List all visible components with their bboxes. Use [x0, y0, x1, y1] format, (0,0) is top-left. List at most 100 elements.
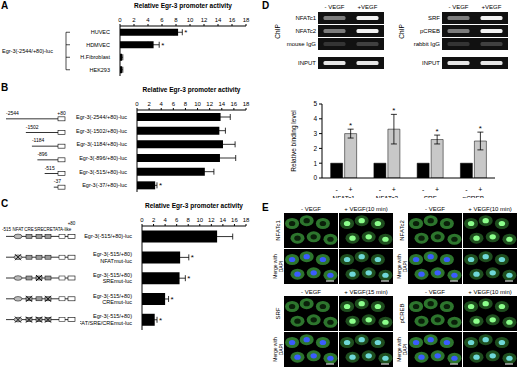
svg-text:NFATc2: NFATc2	[295, 28, 316, 34]
svg-text:16: 16	[231, 101, 238, 107]
svg-text:-: -	[335, 186, 338, 193]
svg-text:2: 2	[147, 101, 151, 107]
svg-text:SRF: SRF	[428, 15, 440, 21]
svg-text:Merge withDAPI: Merge withDAPI	[396, 254, 408, 279]
svg-text:*: *	[159, 181, 162, 190]
svg-text:-: -	[465, 186, 468, 193]
svg-text:*: *	[392, 106, 395, 115]
svg-text:+ VEGF(15 min): + VEGF(15 min)	[344, 289, 388, 295]
svg-text:14: 14	[220, 217, 227, 223]
svg-text:-896: -896	[37, 151, 47, 157]
svg-text:Merge withDAPI: Merge withDAPI	[272, 337, 284, 362]
svg-text:HEK293: HEK293	[90, 67, 111, 73]
svg-text:+VEGF: +VEGF	[358, 4, 378, 10]
svg-text:ChIP: ChIP	[274, 24, 281, 38]
svg-text:INPUT: INPUT	[298, 60, 316, 66]
svg-text:12: 12	[201, 17, 208, 23]
svg-text:rabbit IgG: rabbit IgG	[414, 41, 441, 47]
svg-text:+80: +80	[68, 221, 76, 226]
svg-text:Egr-3(-515/+80)-luc: Egr-3(-515/+80)-luc	[84, 233, 132, 239]
svg-text:*: *	[171, 295, 174, 304]
svg-text:-: -	[379, 186, 382, 193]
svg-text:CRE: CRE	[24, 227, 34, 232]
svg-text:8: 8	[187, 217, 191, 223]
svg-text:+ VEGF(10 min): + VEGF(10 min)	[468, 206, 512, 212]
svg-text:Relative binding level: Relative binding level	[290, 110, 298, 172]
svg-text:- VEGF: - VEGF	[425, 289, 445, 295]
svg-text:NFATc1: NFATc1	[275, 220, 281, 241]
svg-text:- VEGF: - VEGF	[324, 4, 344, 10]
svg-text:6: 6	[160, 17, 164, 23]
svg-text:4: 4	[160, 101, 164, 107]
svg-text:8: 8	[174, 17, 178, 23]
svg-text:-1502: -1502	[26, 124, 39, 130]
svg-text:SRF: SRF	[275, 307, 281, 319]
svg-text:pCREB: pCREB	[420, 28, 440, 34]
svg-text:Egr-3(-2544/+80)-luc: Egr-3(-2544/+80)-luc	[2, 48, 53, 54]
svg-text:HUVEC: HUVEC	[91, 29, 110, 35]
svg-text:SRF: SRF	[424, 195, 437, 198]
svg-text:- VEGF: - VEGF	[425, 206, 445, 212]
svg-text:+: +	[435, 186, 439, 193]
svg-text:NFATc1: NFATc1	[332, 195, 355, 198]
svg-text:12: 12	[208, 217, 215, 223]
svg-text:2: 2	[152, 217, 156, 223]
svg-text:Egr-3(-2544/+80)-luc: Egr-3(-2544/+80)-luc	[76, 114, 127, 120]
svg-text:*: *	[187, 274, 190, 283]
svg-text:+: +	[392, 186, 396, 193]
svg-text:16: 16	[229, 17, 236, 23]
svg-text:0: 0	[313, 174, 317, 181]
svg-text:2: 2	[132, 17, 136, 23]
svg-text:Merge withDAPI: Merge withDAPI	[272, 254, 284, 279]
svg-text:*: *	[191, 253, 194, 262]
svg-text:NFATc1: NFATc1	[295, 15, 316, 21]
svg-text:+VEGF: +VEGF	[482, 4, 502, 10]
svg-text:+: +	[349, 186, 353, 193]
svg-text:2: 2	[313, 145, 317, 152]
svg-text:18: 18	[243, 217, 250, 223]
svg-text:0: 0	[135, 101, 139, 107]
svg-text:*: *	[349, 121, 352, 130]
svg-text:HDMVEC: HDMVEC	[86, 42, 110, 48]
svg-text:4: 4	[146, 17, 150, 23]
svg-text:+ VEGF(10 min): + VEGF(10 min)	[344, 206, 388, 212]
svg-text:+80: +80	[57, 110, 66, 116]
svg-text:INPUT: INPUT	[422, 60, 440, 66]
svg-text:H.Fibroblast: H.Fibroblast	[80, 54, 110, 60]
svg-text:- VEGF: - VEGF	[448, 4, 468, 10]
svg-text:- VEGF: - VEGF	[301, 289, 321, 295]
svg-text:Egr-3(-1502/+80)-luc: Egr-3(-1502/+80)-luc	[76, 128, 127, 134]
svg-text:5: 5	[313, 100, 317, 107]
svg-text:*: *	[161, 41, 164, 50]
svg-text:-1184: -1184	[32, 137, 45, 143]
svg-text:*: *	[436, 127, 439, 136]
svg-text:-515: -515	[45, 165, 55, 171]
svg-text:mouse IgG: mouse IgG	[287, 41, 317, 47]
svg-text:-515: -515	[2, 227, 12, 232]
svg-text:+ VEGF(10 min): + VEGF(10 min)	[468, 289, 512, 295]
svg-text:-2544: -2544	[6, 110, 19, 116]
svg-text:0: 0	[140, 217, 144, 223]
svg-text:Egr-3(-515/+80)NFAT/SRE/CREmut: Egr-3(-515/+80)NFAT/SRE/CREmut-luc	[80, 313, 132, 326]
svg-text:+: +	[478, 186, 482, 193]
svg-text:6: 6	[175, 217, 179, 223]
svg-text:18: 18	[243, 101, 250, 107]
svg-text:-37: -37	[54, 178, 61, 184]
svg-text:Egr-3(-896/+80)-luc: Egr-3(-896/+80)-luc	[79, 155, 127, 161]
svg-text:6: 6	[172, 101, 176, 107]
svg-text:14: 14	[218, 101, 225, 107]
svg-text:*: *	[184, 28, 187, 37]
svg-text:- VEGF: - VEGF	[301, 206, 321, 212]
svg-text:TATA-like: TATA-like	[53, 227, 72, 232]
svg-text:3: 3	[313, 130, 317, 137]
svg-text:4: 4	[163, 217, 167, 223]
svg-text:1: 1	[313, 160, 317, 167]
svg-text:Egr-3(-515/+80)NFATmut-luc: Egr-3(-515/+80)NFATmut-luc	[93, 251, 132, 264]
svg-text:Egr-3(-515/+80)SREmut-luc: Egr-3(-515/+80)SREmut-luc	[93, 272, 132, 285]
svg-text:SRE: SRE	[34, 227, 43, 232]
svg-text:18: 18	[243, 17, 250, 23]
svg-text:4: 4	[313, 115, 317, 122]
svg-text:10: 10	[196, 217, 203, 223]
svg-text:10: 10	[194, 101, 201, 107]
svg-text:*: *	[479, 124, 482, 133]
